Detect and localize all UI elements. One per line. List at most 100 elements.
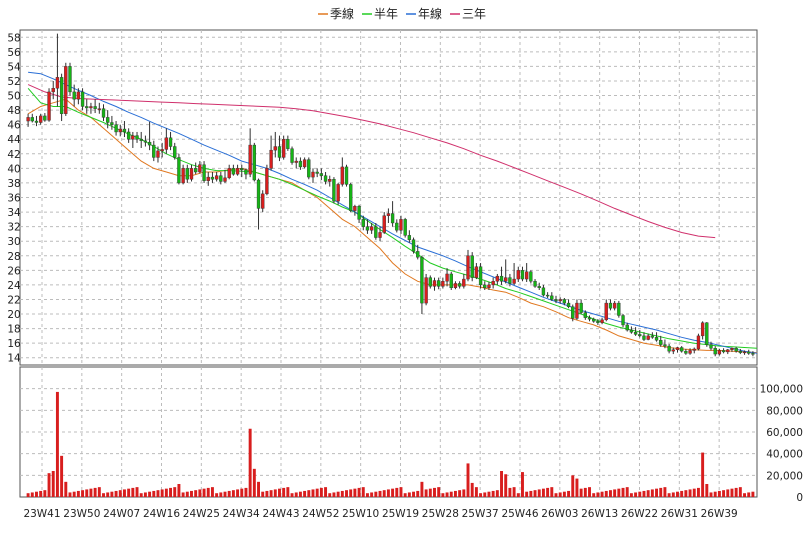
volume-bar <box>257 481 260 497</box>
volume-bar <box>395 487 399 497</box>
volume-bar <box>26 493 30 497</box>
volume-bar <box>525 491 529 497</box>
volume-bar <box>424 489 428 497</box>
volume-bar <box>701 452 705 497</box>
price-tick-label: 56 <box>7 47 21 59</box>
volume-bar <box>521 472 524 497</box>
volume-bar <box>340 490 344 497</box>
candle-body <box>508 277 512 284</box>
volume-bar <box>671 492 675 497</box>
candle-body <box>688 350 692 354</box>
volume-bar <box>738 487 742 497</box>
candle-body <box>457 283 462 287</box>
candle-body <box>516 270 520 280</box>
volume-bar <box>726 489 730 497</box>
candle-body <box>357 206 361 220</box>
candle-body <box>80 91 85 107</box>
candle-body <box>235 168 240 175</box>
volume-bar <box>135 487 139 497</box>
volume-bar <box>294 492 298 497</box>
volume-bar <box>265 490 269 497</box>
candle-body <box>462 278 466 287</box>
volume-bar <box>64 481 68 497</box>
candle-body <box>156 150 160 158</box>
candle-body <box>524 271 529 280</box>
volume-bar <box>118 490 122 497</box>
volume-bar <box>236 489 240 497</box>
volume-bar <box>307 490 311 497</box>
volume-bar <box>39 490 43 497</box>
candle-body <box>659 340 663 345</box>
candle-body <box>219 175 223 182</box>
candle-body <box>545 294 550 297</box>
candle-body <box>416 251 420 258</box>
candle-body <box>520 270 525 280</box>
price-tick-label: 14 <box>7 353 21 365</box>
candle-body <box>181 168 185 184</box>
candle-body <box>441 281 445 287</box>
candle-body <box>122 128 127 133</box>
legend-label: 半年 <box>374 7 398 21</box>
candle-body <box>558 299 562 302</box>
volume-bar <box>345 490 348 497</box>
volume-bar <box>311 489 315 497</box>
volume-bar <box>148 491 152 497</box>
candle-body <box>541 287 546 296</box>
price-tick-label: 24 <box>7 280 21 292</box>
candle-body <box>51 88 55 93</box>
volume-bar <box>734 487 738 497</box>
candle-body <box>382 215 386 233</box>
candle-body <box>420 257 424 304</box>
volume-bar <box>89 488 93 497</box>
candle-body <box>562 299 567 304</box>
volume-bar <box>462 489 466 497</box>
volume-bar <box>596 492 600 497</box>
volume-bar <box>353 488 357 497</box>
x-tick-label: 25W10 <box>342 508 379 520</box>
candle-body <box>131 135 135 140</box>
volume-bar <box>210 487 214 497</box>
volume-bar <box>173 487 177 497</box>
x-tick-label: 24W25 <box>183 508 220 520</box>
legend-label: 年線 <box>418 6 442 21</box>
candle-body <box>139 139 143 141</box>
volume-bar <box>365 493 369 497</box>
candle-body <box>294 160 298 163</box>
volume-bar <box>181 492 185 497</box>
volume-bar <box>709 492 713 497</box>
x-tick-label: 25W46 <box>501 508 538 520</box>
volume-bar <box>227 490 231 497</box>
candle-body <box>453 283 458 289</box>
candle-body <box>713 348 717 355</box>
volume-bar <box>428 488 432 497</box>
candle-body <box>495 275 500 282</box>
volume-bar <box>541 488 545 497</box>
volume-bar <box>357 487 361 497</box>
x-tick-label: 26W39 <box>701 508 738 520</box>
volume-bar <box>60 455 64 497</box>
candle-body <box>369 226 374 231</box>
candle-body <box>273 146 277 151</box>
candle-body <box>38 115 43 123</box>
volume-bar <box>579 488 583 497</box>
candle-body <box>147 141 152 146</box>
candle-body <box>365 226 370 231</box>
candle-body <box>30 117 34 122</box>
volume-bar <box>386 489 390 497</box>
volume-bar <box>680 490 684 497</box>
volume-bar <box>244 487 248 497</box>
candle-body <box>621 315 625 326</box>
candle-body <box>223 177 227 182</box>
volume-bar <box>143 492 147 497</box>
volume-bar <box>659 487 663 497</box>
price-tick-label: 38 <box>7 178 20 190</box>
candle-body <box>592 318 596 322</box>
volume-bar <box>68 492 72 497</box>
candle-body <box>386 213 391 216</box>
volume-bar <box>240 488 244 497</box>
volume-bar <box>324 487 328 497</box>
volume-bar <box>152 490 156 497</box>
volume-bar <box>81 490 85 497</box>
candle-body <box>491 281 495 286</box>
volume-bar <box>483 492 487 497</box>
